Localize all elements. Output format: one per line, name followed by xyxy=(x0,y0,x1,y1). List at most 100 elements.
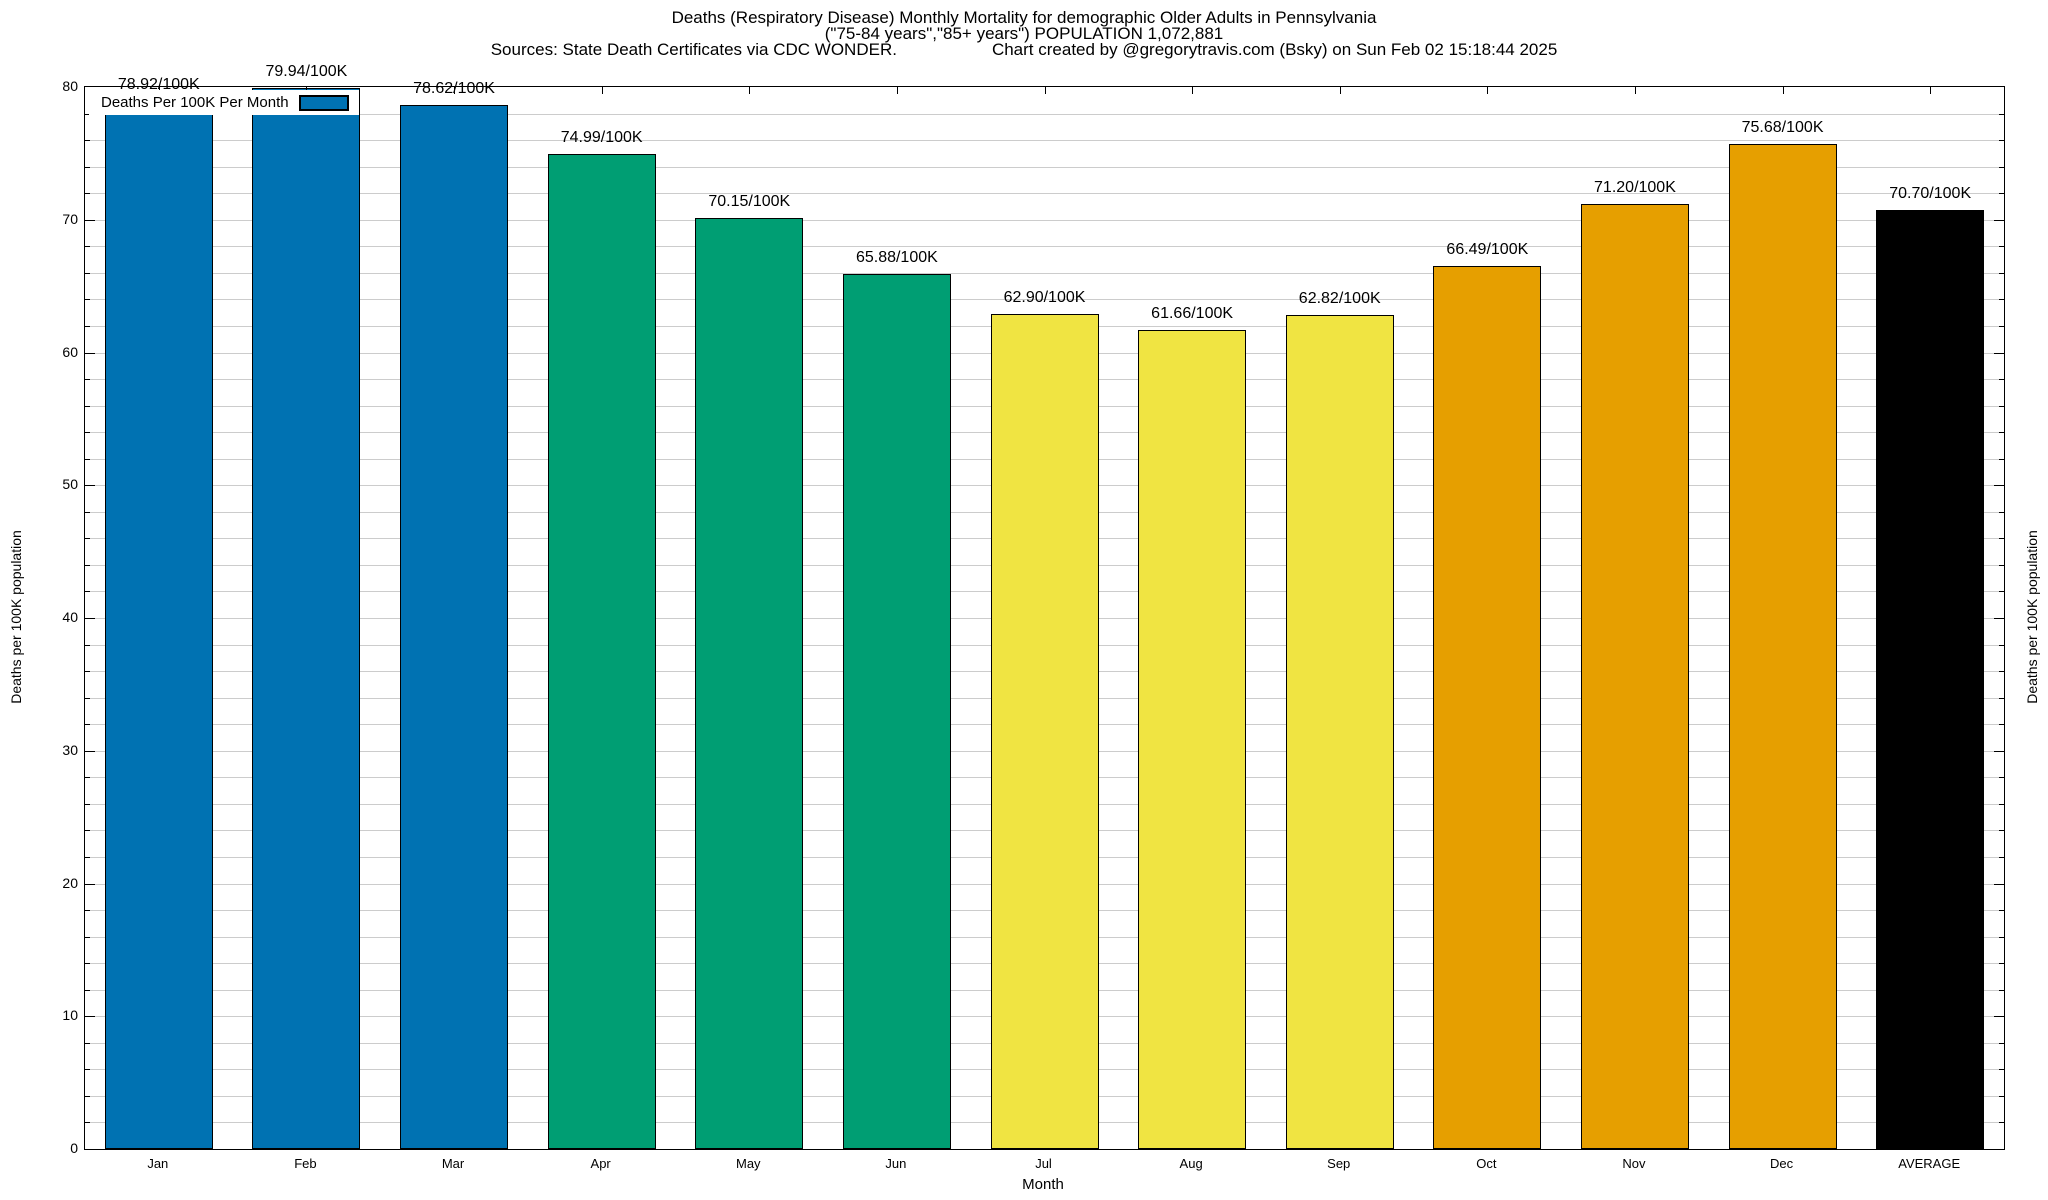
x-tick-mark-top xyxy=(1339,87,1341,94)
bar-jun xyxy=(842,274,951,1149)
y-tick-mark-left xyxy=(85,166,90,168)
y-tick-mark-right xyxy=(1999,591,2004,593)
y-tick-mark-left xyxy=(85,883,95,885)
x-tick-mark-top xyxy=(1192,87,1194,94)
y-tick-mark-right xyxy=(1994,352,2004,354)
y-tick-mark-left xyxy=(85,511,90,513)
x-tick-mark-top xyxy=(454,87,456,94)
y-tick-mark-right xyxy=(1999,379,2004,381)
y-tick-mark-left xyxy=(85,936,90,938)
bar-value-label: 79.94/100K xyxy=(265,62,348,80)
y-tick-mark-right xyxy=(1994,750,2004,752)
y-tick-mark-left xyxy=(85,750,95,752)
y-tick-mark-right xyxy=(1999,299,2004,301)
bar-value-label: 62.90/100K xyxy=(1003,289,1086,307)
y-tick-mark-left xyxy=(85,618,95,619)
x-tick-label: Dec xyxy=(1770,1156,1794,1171)
gridline xyxy=(85,140,2004,142)
bar-jan xyxy=(104,101,213,1149)
x-tick-mark-top xyxy=(1044,87,1046,94)
chart-title-line2: ("75-84 years","85+ years") POPULATION 1… xyxy=(824,24,1224,43)
x-tick-mark-top xyxy=(601,87,603,94)
y-tick-mark-left xyxy=(85,485,95,487)
bar-dec xyxy=(1728,144,1837,1149)
bar-value-label: 70.15/100K xyxy=(708,192,791,210)
x-tick-label: Feb xyxy=(294,1156,317,1171)
y-tick-mark-right xyxy=(1999,564,2004,566)
legend: Deaths Per 100K Per Month xyxy=(89,90,359,115)
y-tick-mark-right xyxy=(1999,1122,2004,1124)
y-tick-mark-left xyxy=(85,1042,90,1044)
x-tick-label: Jun xyxy=(885,1156,907,1171)
bar-sep xyxy=(1285,315,1394,1149)
y-tick-mark-right xyxy=(1999,193,2004,195)
y-tick-mark-right xyxy=(1999,803,2004,805)
plot-area: 78.92/100K 79.94/100K 78.62/100K 74.99/100K… xyxy=(84,63,2005,1150)
y-tick-mark-right xyxy=(1999,432,2004,434)
bar-value-label: 66.49/100K xyxy=(1446,241,1529,259)
x-tick-label: Jan xyxy=(147,1156,169,1171)
y-tick-mark-right xyxy=(1999,272,2004,274)
y-tick-mark-left xyxy=(85,564,90,566)
gridline xyxy=(85,166,2004,168)
x-tick-mark-top xyxy=(1930,87,1932,94)
x-tick-label: Nov xyxy=(1622,1156,1646,1171)
y-tick-mark-right xyxy=(1999,1095,2004,1097)
y-tick-mark-right xyxy=(1999,777,2004,779)
y-tick-mark-right xyxy=(1999,644,2004,646)
y-tick-mark-left xyxy=(85,830,90,832)
y-tick-mark-left xyxy=(85,963,90,965)
y-tick-mark-left xyxy=(85,1016,95,1018)
y-tick-mark-right xyxy=(1994,485,2004,487)
bar-feb xyxy=(252,87,361,1149)
y-tick-mark-right xyxy=(1999,405,2004,407)
y-tick-mark-right xyxy=(1994,883,2004,885)
x-tick-label: AVERAGE xyxy=(1898,1156,1961,1171)
y-tick-label: 20 xyxy=(62,874,78,891)
y-tick-mark-left xyxy=(85,671,90,673)
y-tick-mark-right xyxy=(1999,511,2004,513)
chart-sources-text: Sources: State Death Certificates via CD… xyxy=(490,40,897,59)
x-axis-title: Month xyxy=(1022,1176,1064,1193)
x-tick-label: Sep xyxy=(1327,1156,1351,1171)
y-tick-mark-left xyxy=(85,538,90,540)
gridline xyxy=(85,113,2004,115)
y-tick-mark-left xyxy=(85,591,90,593)
y-tick-mark-right xyxy=(1999,989,2004,991)
y-axis-title-left: Deaths per 100K population xyxy=(8,530,24,704)
y-tick-mark-left xyxy=(85,1095,90,1097)
y-tick-mark-left xyxy=(85,777,90,779)
y-tick-mark-right xyxy=(1999,910,2004,912)
x-tick-label: May xyxy=(735,1156,761,1171)
bar-value-label: 78.62/100K xyxy=(413,80,495,98)
bar-mar xyxy=(400,105,509,1149)
y-tick-mark-left xyxy=(85,724,90,726)
y-tick-mark-left xyxy=(85,299,90,301)
y-tick-label: 0 xyxy=(70,1140,78,1156)
y-tick-mark-right xyxy=(1999,963,2004,965)
bar-average xyxy=(1876,210,1985,1149)
y-tick-mark-left xyxy=(85,697,90,699)
y-tick-mark-right xyxy=(1994,618,2004,619)
bar-nov xyxy=(1580,203,1689,1149)
x-tick-label: Apr xyxy=(590,1156,611,1171)
gridline xyxy=(85,246,2004,248)
x-tick-mark-top xyxy=(1487,87,1489,94)
y-tick-mark-right xyxy=(1999,856,2004,858)
y-tick-mark-right xyxy=(1999,1042,2004,1044)
y-axis-title-right: Deaths per 100K population xyxy=(2024,530,2040,704)
y-tick-mark-right xyxy=(1994,1016,2004,1018)
x-tick-mark-top xyxy=(749,87,751,94)
bar-value-label: 71.20/100K xyxy=(1594,178,1676,196)
y-tick-label: 50 xyxy=(62,476,78,493)
bar-value-label: 75.68/100K xyxy=(1741,119,1824,137)
chart-title-line1: Deaths (Respiratory Disease) Monthly Mor… xyxy=(671,8,1377,27)
gridline xyxy=(85,193,2004,195)
bar-may xyxy=(695,217,804,1149)
y-tick-mark-left xyxy=(85,1122,90,1124)
y-tick-mark-right xyxy=(1999,1069,2004,1071)
y-tick-mark-left xyxy=(85,458,90,460)
y-tick-mark-right xyxy=(1994,219,2004,221)
x-tick-label: Aug xyxy=(1179,1156,1203,1171)
